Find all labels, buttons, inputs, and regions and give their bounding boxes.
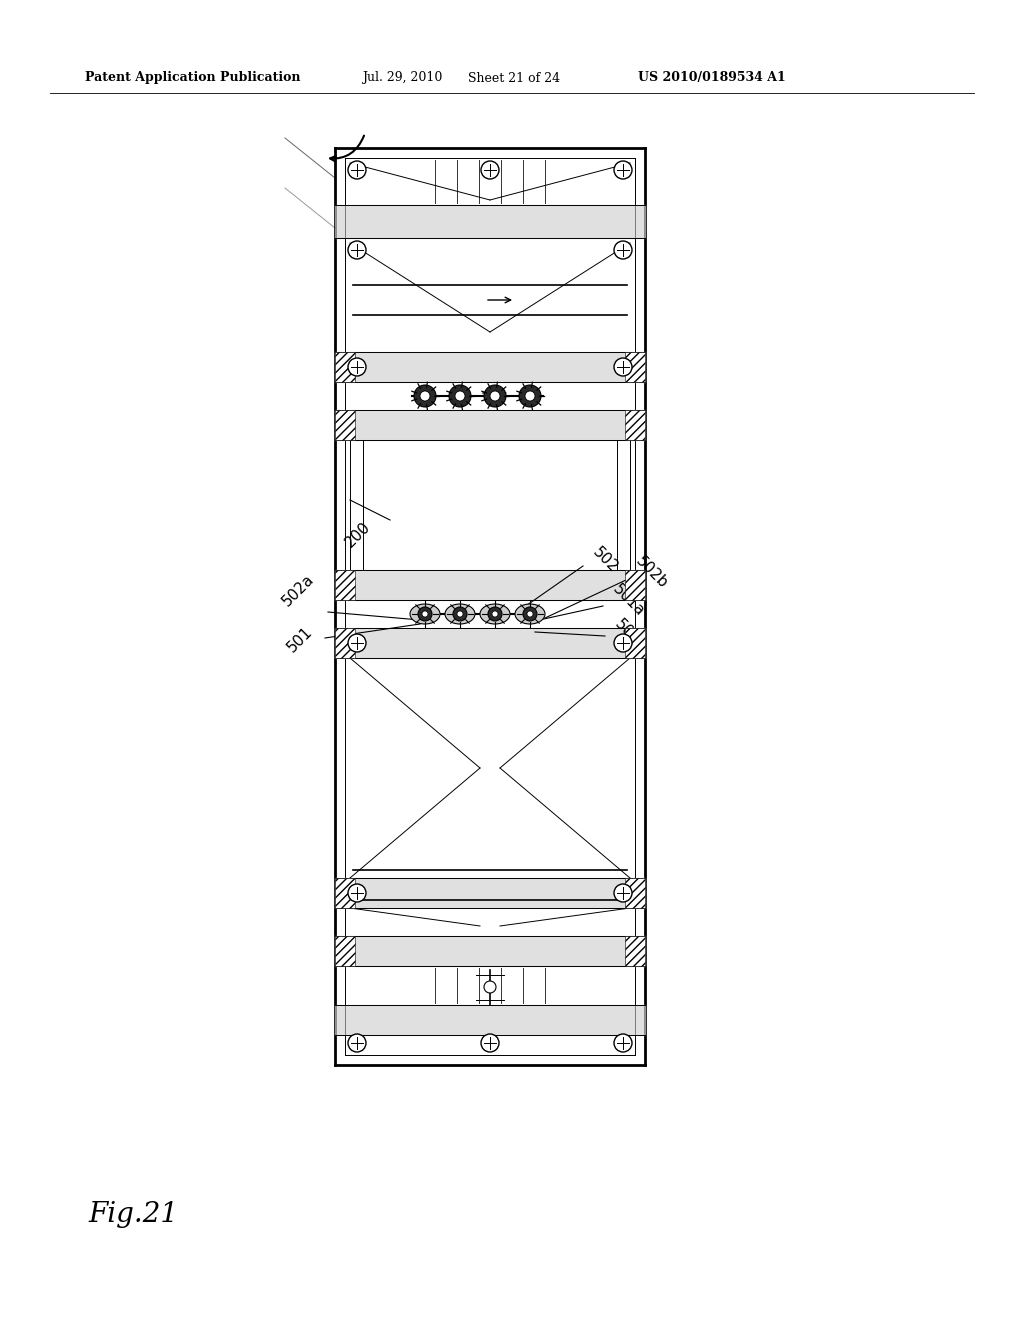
Bar xyxy=(625,570,645,601)
Circle shape xyxy=(614,161,632,180)
Circle shape xyxy=(348,884,366,902)
Text: 502b: 502b xyxy=(633,553,671,591)
Text: 502: 502 xyxy=(590,544,621,576)
Circle shape xyxy=(453,607,467,620)
Circle shape xyxy=(422,611,428,616)
Circle shape xyxy=(348,242,366,259)
Text: Jul. 29, 2010: Jul. 29, 2010 xyxy=(362,71,442,84)
Bar xyxy=(335,570,355,601)
Bar xyxy=(335,936,355,966)
Text: 502a: 502a xyxy=(280,572,316,609)
Circle shape xyxy=(490,391,500,401)
Circle shape xyxy=(492,611,498,616)
Ellipse shape xyxy=(480,605,510,624)
Circle shape xyxy=(481,161,499,180)
Circle shape xyxy=(614,634,632,652)
Circle shape xyxy=(348,634,366,652)
Circle shape xyxy=(414,385,436,407)
Circle shape xyxy=(525,391,535,401)
Circle shape xyxy=(527,611,534,616)
Bar xyxy=(625,878,645,908)
Circle shape xyxy=(348,161,366,180)
Ellipse shape xyxy=(410,605,440,624)
Ellipse shape xyxy=(445,605,475,624)
Bar xyxy=(335,628,355,657)
Text: 501: 501 xyxy=(285,624,315,656)
Circle shape xyxy=(614,884,632,902)
Text: Sheet 21 of 24: Sheet 21 of 24 xyxy=(468,71,560,84)
Circle shape xyxy=(455,391,465,401)
Bar xyxy=(335,411,355,440)
Ellipse shape xyxy=(515,605,545,624)
Circle shape xyxy=(484,981,496,993)
Circle shape xyxy=(484,385,506,407)
Circle shape xyxy=(523,607,537,620)
Circle shape xyxy=(418,607,432,620)
Text: 501a: 501a xyxy=(610,581,647,619)
Circle shape xyxy=(614,1034,632,1052)
Bar xyxy=(625,936,645,966)
Bar xyxy=(335,878,355,908)
Circle shape xyxy=(449,385,471,407)
Bar xyxy=(335,352,355,381)
Circle shape xyxy=(481,1034,499,1052)
Bar xyxy=(625,628,645,657)
Circle shape xyxy=(519,385,541,407)
Text: 503: 503 xyxy=(612,616,643,648)
Circle shape xyxy=(457,611,463,616)
Text: Patent Application Publication: Patent Application Publication xyxy=(85,71,300,84)
Bar xyxy=(625,411,645,440)
Circle shape xyxy=(614,242,632,259)
Text: US 2010/0189534 A1: US 2010/0189534 A1 xyxy=(638,71,785,84)
Circle shape xyxy=(488,607,502,620)
Circle shape xyxy=(348,358,366,376)
Text: Fig.21: Fig.21 xyxy=(88,1201,178,1229)
Bar xyxy=(625,352,645,381)
Circle shape xyxy=(348,1034,366,1052)
Circle shape xyxy=(614,358,632,376)
Circle shape xyxy=(420,391,430,401)
Text: 200: 200 xyxy=(342,520,374,550)
